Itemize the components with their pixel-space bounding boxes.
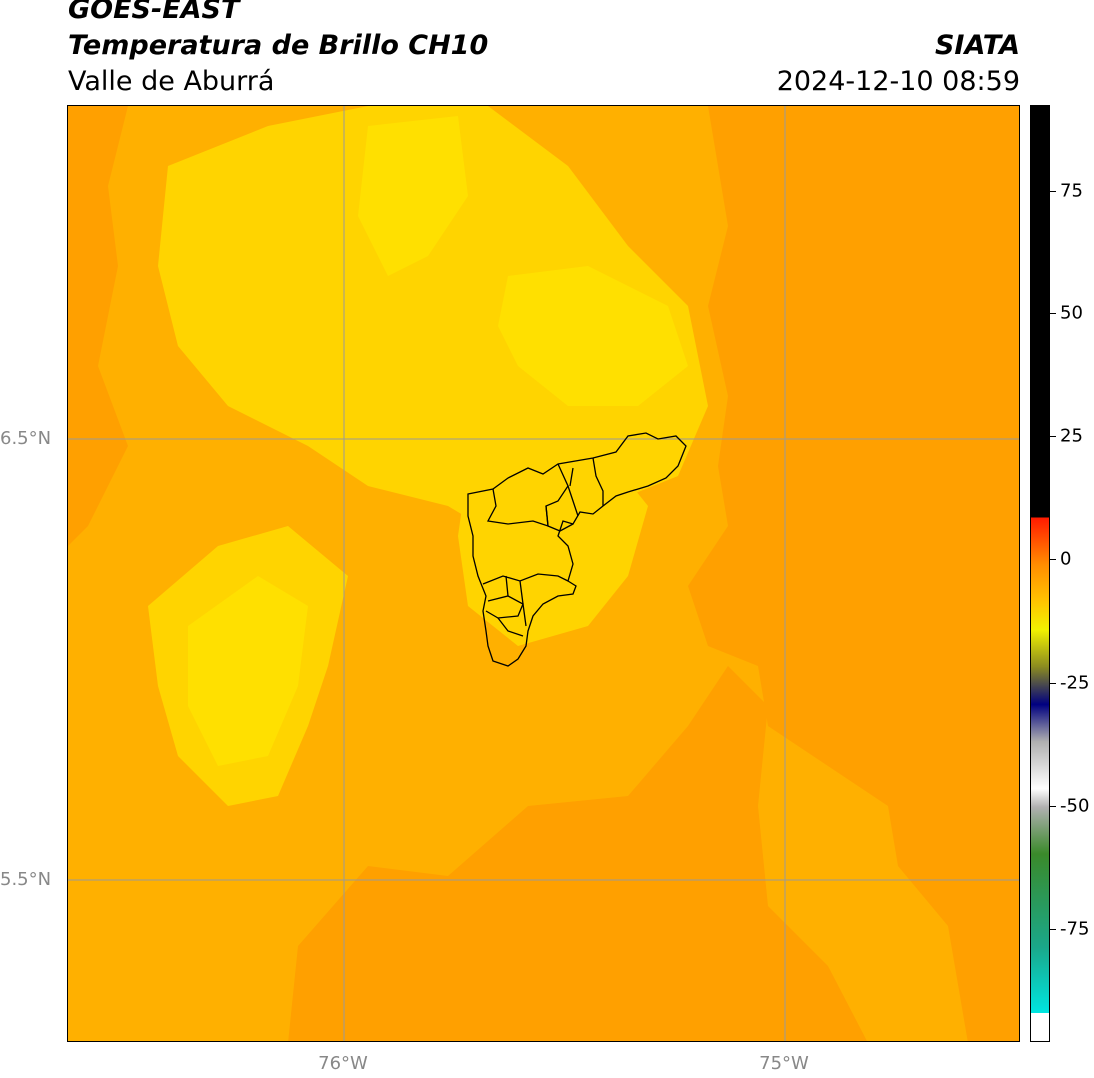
- satellite-title: GOES-EAST: [68, 0, 240, 25]
- map-canvas: [68, 106, 1019, 1041]
- product-title: Temperatura de Brillo CH10: [68, 30, 489, 61]
- colorbar-label: -75: [1060, 918, 1090, 940]
- west-dark-region: [68, 106, 128, 546]
- valle-aburra-boundaries: [467, 432, 687, 667]
- organization-label: SIATA: [934, 30, 1020, 61]
- itagui-boundary: [485, 595, 524, 619]
- center-bright-region: [498, 266, 688, 406]
- north-bright-region: [358, 116, 468, 276]
- caldas-boundary: [497, 617, 524, 637]
- region-label: Valle de Aburrá: [68, 66, 275, 97]
- colorbar-label: 25: [1060, 425, 1083, 447]
- lon-tick-label: 76°W: [318, 1053, 368, 1074]
- colorbar: [1030, 105, 1050, 1042]
- southwest-bright-region: [188, 576, 308, 766]
- colorbar-label: -50: [1060, 795, 1090, 817]
- medellin-boundary: [482, 573, 569, 585]
- colorbar-tick: [1050, 683, 1056, 684]
- girardota-boundary: [567, 457, 604, 517]
- colorbar-label: 0: [1060, 548, 1072, 570]
- colorbar-tick: [1050, 929, 1056, 930]
- north-yellow-region: [158, 106, 708, 536]
- colorbar-tick: [1050, 806, 1056, 807]
- envigado-boundary: [505, 575, 527, 627]
- colorbar-tick: [1050, 559, 1056, 560]
- colorbar-tick: [1050, 191, 1056, 192]
- bello-boundary: [486, 463, 569, 527]
- colorbar-label: 75: [1060, 180, 1083, 202]
- colorbar-label: -25: [1060, 672, 1090, 694]
- lat-tick-label: 5.5°N: [0, 869, 52, 890]
- datetime-label: 2024-12-10 08:59: [776, 66, 1020, 97]
- brightness-temperature-map[interactable]: [67, 105, 1020, 1042]
- copacabana-boundary: [545, 505, 574, 532]
- valley-outline: [467, 432, 687, 667]
- lat-tick-label: 6.5°N: [0, 428, 52, 449]
- east-dark-region: [688, 106, 1019, 1041]
- south-dark-region: [288, 666, 867, 1041]
- lon-tick-label: 75°W: [759, 1053, 809, 1074]
- colorbar-tick: [1050, 436, 1056, 437]
- colorbar-tick: [1050, 313, 1056, 314]
- colorbar-label: 50: [1060, 302, 1083, 324]
